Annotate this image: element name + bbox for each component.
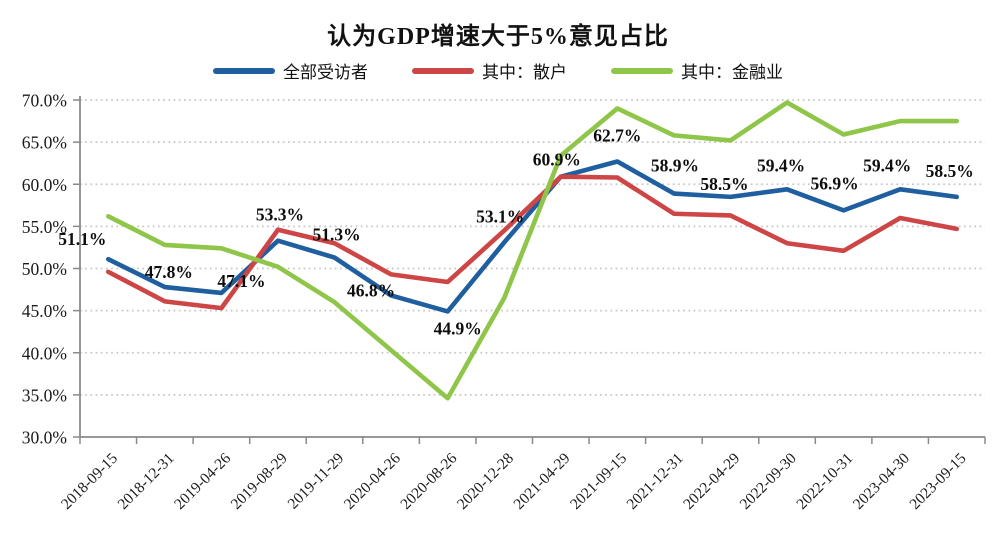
data-label: 56.9% [811, 173, 859, 193]
legend-item-all-respondents: 全部受访者 [213, 58, 368, 83]
x-axis-tick-label: 2021-04-29 [510, 450, 573, 513]
y-axis-tick-label: 60.0% [22, 175, 67, 195]
data-label: 58.9% [651, 156, 699, 176]
data-label: 53.3% [256, 205, 304, 225]
data-label: 59.4% [863, 155, 911, 175]
legend-line-swatch-green [611, 67, 673, 74]
x-axis-tick-label: 2020-04-26 [341, 450, 404, 513]
data-label: 58.5% [700, 174, 748, 194]
x-axis-tick-label: 2022-09-30 [737, 450, 800, 513]
legend-item-label: 其中：散户 [482, 63, 567, 82]
y-axis-tick-label: 65.0% [22, 133, 67, 153]
x-axis-tick-label: 2021-09-15 [567, 450, 630, 513]
x-axis-tick-label: 2018-12-31 [115, 450, 178, 513]
x-axis-tick-label: 2022-10-31 [793, 450, 856, 513]
legend-item-label: 全部受访者 [283, 63, 368, 82]
legend-line-swatch-blue [213, 67, 275, 74]
y-axis-tick-label: 55.0% [22, 217, 67, 237]
x-axis-tick-label: 2019-04-26 [171, 450, 234, 513]
data-label: 59.4% [757, 155, 805, 175]
series-line-financial-industry [105, 100, 960, 401]
x-axis-tick-label: 2019-08-29 [228, 450, 291, 513]
data-label: 47.8% [145, 262, 193, 282]
data-label: 47.1% [217, 271, 265, 291]
x-axis-tick-label: 2020-08-26 [397, 450, 460, 513]
y-axis-labels: 30.0% 35.0% 40.0% 45.0% 50.0% 55.0% 60.0% 65.0%… [22, 91, 67, 448]
x-axis-tick-label: 2021-12-31 [624, 450, 687, 513]
x-axis-tick-label: 2023-09-15 [906, 450, 969, 513]
legend-line-swatch-red [412, 67, 474, 74]
axes [73, 96, 986, 444]
data-label: 44.9% [434, 318, 482, 338]
x-axis-labels: 2018-09-152018-12-312019-04-262019-08-29… [58, 450, 970, 513]
data-label: 60.9% [533, 150, 581, 170]
x-axis-tick-label: 2018-09-15 [58, 450, 121, 513]
series-line-retail-investors [105, 174, 960, 311]
data-label: 53.1% [476, 206, 524, 226]
data-label: 58.5% [926, 161, 974, 181]
legend: 全部受访者 其中：散户 其中：金融业 [0, 58, 996, 83]
legend-item-label: 其中：金融业 [681, 63, 783, 82]
y-axis-tick-label: 30.0% [22, 428, 67, 448]
data-label: 51.1% [58, 229, 106, 249]
data-labels: 51.1% 47.8% 47.1% 53.3% 51.3% 46.8% 44.9% 53.1%… [58, 126, 974, 339]
y-axis-tick-label: 45.0% [22, 301, 67, 321]
x-axis-tick-label: 2019-11-29 [285, 450, 348, 513]
y-axis-tick-label: 40.0% [22, 343, 67, 363]
data-label: 62.7% [593, 126, 641, 146]
y-axis-tick-label: 35.0% [22, 385, 67, 405]
chart-title: 认为GDP增速大于5%意见占比 [327, 24, 669, 50]
x-axis-tick-label: 2022-04-29 [680, 450, 743, 513]
y-axis-tick-label: 70.0% [22, 91, 67, 111]
legend-item-financial-industry: 其中：金融业 [611, 58, 783, 83]
x-axis-tick-label: 2023-04-30 [850, 450, 913, 513]
legend-item-retail-investors: 其中：散户 [412, 58, 567, 83]
data-label: 51.3% [312, 225, 360, 245]
y-axis-tick-label: 50.0% [22, 259, 67, 279]
data-label: 46.8% [347, 280, 395, 300]
x-axis-tick-label: 2020-12-28 [454, 450, 517, 513]
